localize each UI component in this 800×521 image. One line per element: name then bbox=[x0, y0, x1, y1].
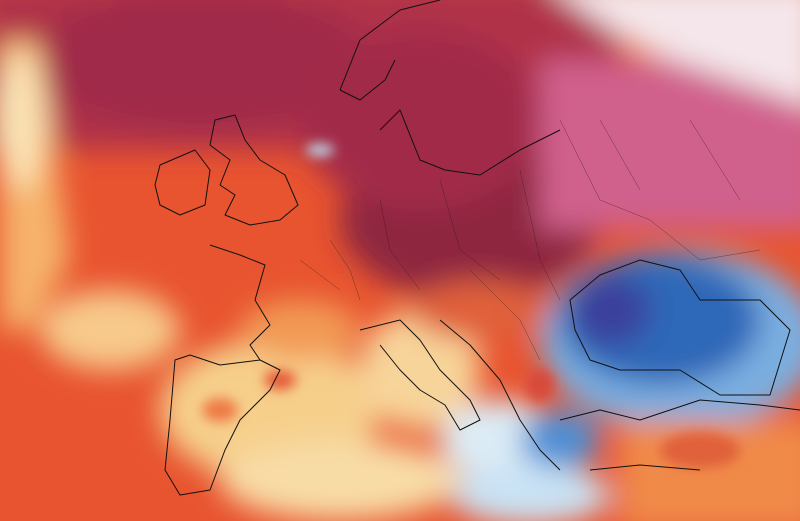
coastline-west bbox=[164, 244, 281, 496]
coastline-adriatic bbox=[439, 319, 561, 471]
warm-spot bbox=[526, 369, 554, 401]
atlantic-pale-area bbox=[40, 290, 180, 370]
cool-spot bbox=[306, 144, 334, 156]
east-med-cool-field bbox=[450, 465, 610, 521]
coastline-italy bbox=[359, 319, 481, 431]
aegean-cool-field bbox=[520, 410, 600, 470]
warm-spot bbox=[660, 432, 740, 468]
border-lines bbox=[299, 119, 761, 361]
borders bbox=[299, 119, 761, 361]
coastlines bbox=[154, 0, 800, 496]
north-atlantic-field bbox=[30, 0, 370, 130]
coastline-scandinavia bbox=[339, 0, 441, 101]
warm-spot bbox=[264, 370, 296, 390]
italy-field bbox=[360, 310, 480, 430]
baltic-field bbox=[300, 30, 540, 210]
cold-core bbox=[570, 275, 650, 345]
northeast-cool-band bbox=[568, 0, 800, 104]
coastline-turkey bbox=[559, 399, 800, 471]
balkans-field bbox=[410, 280, 550, 340]
atlantic-pale-streak bbox=[0, 50, 45, 190]
adriatic-cool-field bbox=[440, 400, 560, 480]
coastline-baltic bbox=[379, 109, 561, 176]
coastline-ireland bbox=[154, 149, 211, 216]
coastline-black-sea bbox=[569, 259, 791, 396]
warm-spot bbox=[202, 398, 238, 422]
mediterranean-field bbox=[220, 440, 460, 520]
coastline-britain bbox=[209, 114, 299, 226]
france-south-field bbox=[240, 300, 360, 360]
